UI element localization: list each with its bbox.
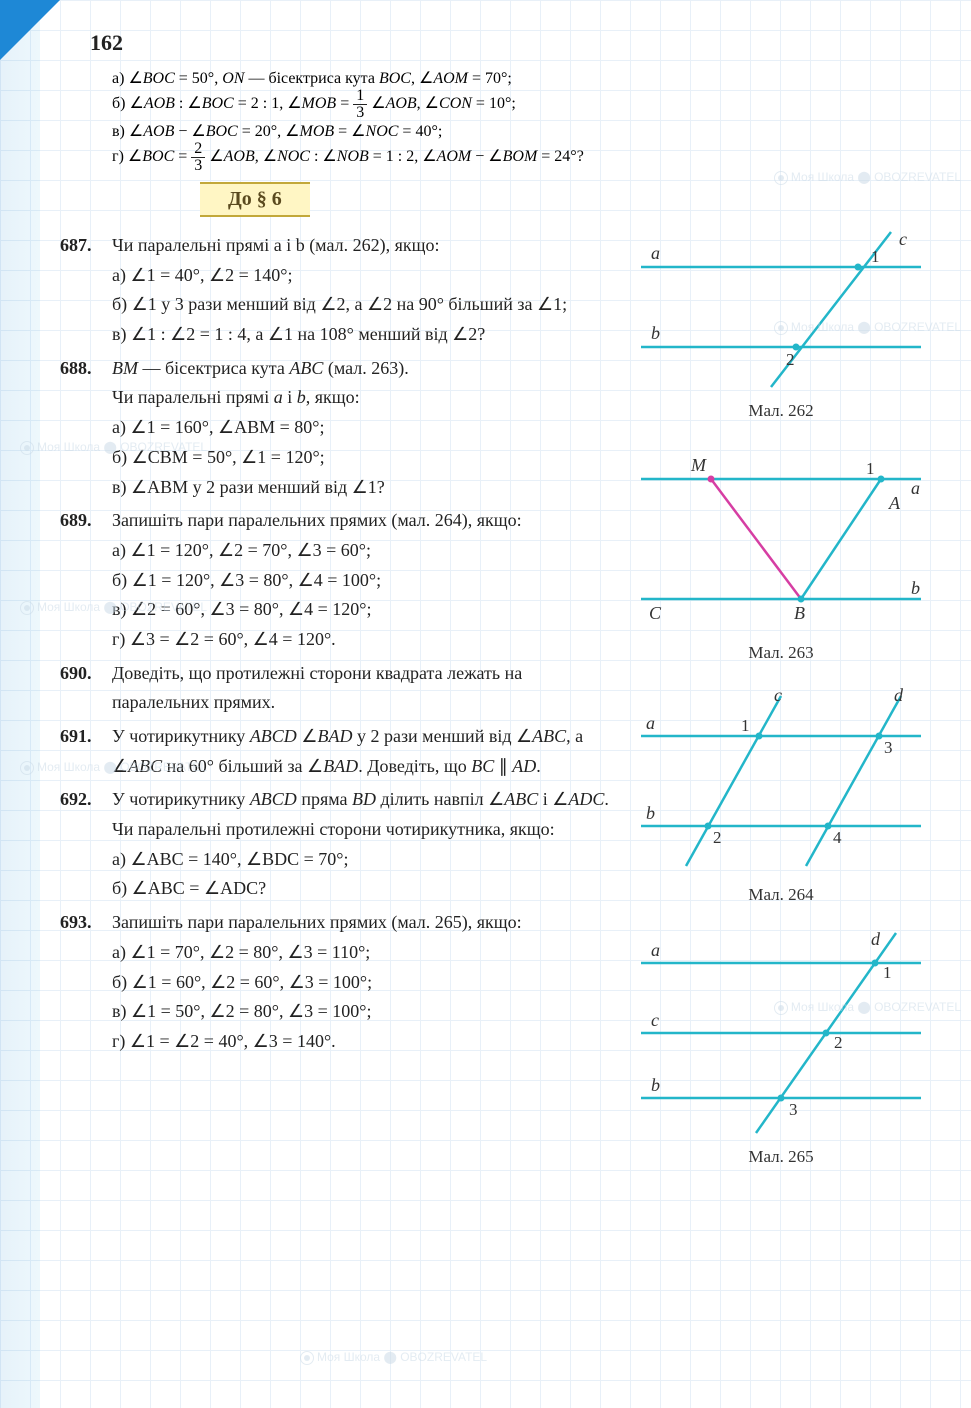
svg-text:a: a bbox=[646, 713, 655, 733]
figure-263: M a A b B C 1 bbox=[631, 439, 931, 639]
svg-text:1: 1 bbox=[741, 716, 750, 735]
figure-264: a b c d 1 3 2 4 bbox=[631, 681, 931, 881]
problem-item: в) ∠1 : ∠2 = 1 : 4, а ∠1 на 108° менший … bbox=[112, 324, 485, 344]
svg-text:1: 1 bbox=[883, 963, 892, 982]
problem-690: 690. Доведіть, що протилежні сторони ква… bbox=[60, 659, 613, 718]
svg-text:B: B bbox=[794, 603, 805, 623]
pre-item-b: б) AOB : BOC = 2 : 1, MOB = 13 AOB, CON … bbox=[112, 88, 931, 121]
svg-text:C: C bbox=[649, 603, 662, 623]
svg-text:a: a bbox=[911, 478, 920, 498]
textbook-page: Моя Школа ⬤ OBOZREVATEL Моя Школа ⬤ OBOZ… bbox=[0, 0, 971, 1408]
problem-item: а) ∠1 = 40°, ∠2 = 140°; bbox=[112, 265, 292, 285]
svg-text:b: b bbox=[651, 1075, 660, 1095]
svg-text:2: 2 bbox=[713, 828, 722, 847]
figures-column: a b c 1 2 Мал. 262 bbox=[631, 227, 931, 1185]
svg-text:1: 1 bbox=[866, 459, 875, 478]
pre-item-g: г) BOC = 23 AOB, NOC : NOB = 1 : 2, AOM … bbox=[112, 141, 931, 174]
svg-text:d: d bbox=[871, 929, 881, 949]
svg-text:b: b bbox=[911, 578, 920, 598]
figure-265: a c b d 1 2 3 bbox=[631, 923, 931, 1143]
svg-text:d: d bbox=[894, 685, 904, 705]
problem-687: 687. Чи паралельні прямі a і b (мал. 262… bbox=[60, 231, 613, 350]
problem-item: а) ∠1 = 70°, ∠2 = 80°, ∠3 = 110°; bbox=[112, 942, 370, 962]
problem-693: 693. Запишіть пари паралельних прямих (м… bbox=[60, 908, 613, 1056]
svg-text:a: a bbox=[651, 940, 660, 960]
figure-262: a b c 1 2 bbox=[631, 227, 931, 397]
problem-item: а) ∠1 = 160°, ∠ABM = 80°; bbox=[112, 417, 324, 437]
watermark: Моя Школа ⬤ OBOZREVATEL bbox=[300, 1350, 487, 1365]
svg-text:c: c bbox=[774, 685, 782, 705]
problem-item: б) ∠1 у 3 рази менший від ∠2, а ∠2 на 90… bbox=[112, 294, 567, 314]
problem-689: 689. Запишіть пари паралельних прямих (м… bbox=[60, 506, 613, 654]
problem-number: 688. bbox=[60, 354, 112, 502]
problem-number: 691. bbox=[60, 722, 112, 781]
figure-caption: Мал. 262 bbox=[631, 401, 931, 421]
problem-number: 693. bbox=[60, 908, 112, 1056]
svg-text:A: A bbox=[888, 493, 901, 513]
problem-stem: У чотирикутнику ABCD BAD у 2 рази менший… bbox=[112, 722, 613, 781]
problem-stem: Запишіть пари паралельних прямих (мал. 2… bbox=[112, 912, 522, 932]
corner-decoration bbox=[0, 0, 60, 60]
pre-item-v: в) AOB − BOC = 20°, MOB = NOC = 40°; bbox=[112, 121, 931, 141]
svg-text:c: c bbox=[899, 229, 907, 249]
problem-item: в) ∠1 = 50°, ∠2 = 80°, ∠3 = 100°; bbox=[112, 1001, 371, 1021]
problem-item: а) ∠1 = 120°, ∠2 = 70°, ∠3 = 60°; bbox=[112, 540, 371, 560]
svg-text:2: 2 bbox=[834, 1033, 843, 1052]
problem-number: 687. bbox=[60, 231, 112, 350]
problem-item: в) ∠2 = 60°, ∠3 = 80°, ∠4 = 120°; bbox=[112, 599, 371, 619]
figure-caption: Мал. 265 bbox=[631, 1147, 931, 1167]
svg-text:c: c bbox=[651, 1010, 659, 1030]
problem-688: 688. BM — бісектриса кута ABC (мал. 263)… bbox=[60, 354, 613, 502]
svg-text:b: b bbox=[651, 323, 660, 343]
problem-item: в) ∠ABM у 2 рази менший від ∠1? bbox=[112, 477, 385, 497]
problem-stem: Доведіть, що протилежні сторони квадрата… bbox=[112, 659, 613, 718]
svg-text:b: b bbox=[646, 803, 655, 823]
problem-691: 691. У чотирикутнику ABCD BAD у 2 рази м… bbox=[60, 722, 613, 781]
svg-text:2: 2 bbox=[786, 350, 795, 369]
section-header: До § 6 bbox=[200, 182, 310, 217]
figure-caption: Мал. 263 bbox=[631, 643, 931, 663]
svg-text:4: 4 bbox=[833, 828, 842, 847]
problem-item: б) ∠1 = 120°, ∠3 = 80°, ∠4 = 100°; bbox=[112, 570, 381, 590]
svg-text:3: 3 bbox=[789, 1100, 798, 1119]
figure-caption: Мал. 264 bbox=[631, 885, 931, 905]
problems-column: 687. Чи паралельні прямі a і b (мал. 262… bbox=[60, 227, 613, 1185]
problem-item: б) ∠ABC = ∠ADC? bbox=[112, 878, 266, 898]
svg-text:M: M bbox=[690, 455, 707, 475]
problem-item: б) ∠1 = 60°, ∠2 = 60°, ∠3 = 100°; bbox=[112, 972, 372, 992]
problem-stem: Чи паралельні прямі a і b (мал. 262), як… bbox=[112, 235, 439, 255]
svg-text:1: 1 bbox=[871, 247, 880, 266]
problem-number: 689. bbox=[60, 506, 112, 654]
page-number: 162 bbox=[90, 30, 931, 56]
problem-item: б) ∠CBM = 50°, ∠1 = 120°; bbox=[112, 447, 325, 467]
problem-item: а) ∠ABC = 140°, ∠BDC = 70°; bbox=[112, 849, 348, 869]
problem-stem: Запишіть пари паралельних прямих (мал. 2… bbox=[112, 510, 522, 530]
problem-number: 692. bbox=[60, 785, 112, 904]
svg-text:a: a bbox=[651, 243, 660, 263]
pre-item-a: а) BOC = 50°, ON — бісектриса кута BOC, … bbox=[112, 68, 931, 88]
problem-692: 692. У чотирикутнику ABCD пряма BD ділит… bbox=[60, 785, 613, 904]
problem-item: г) ∠1 = ∠2 = 40°, ∠3 = 140°. bbox=[112, 1031, 336, 1051]
problem-number: 690. bbox=[60, 659, 112, 718]
svg-text:3: 3 bbox=[884, 738, 893, 757]
problem-item: г) ∠3 = ∠2 = 60°, ∠4 = 120°. bbox=[112, 629, 336, 649]
